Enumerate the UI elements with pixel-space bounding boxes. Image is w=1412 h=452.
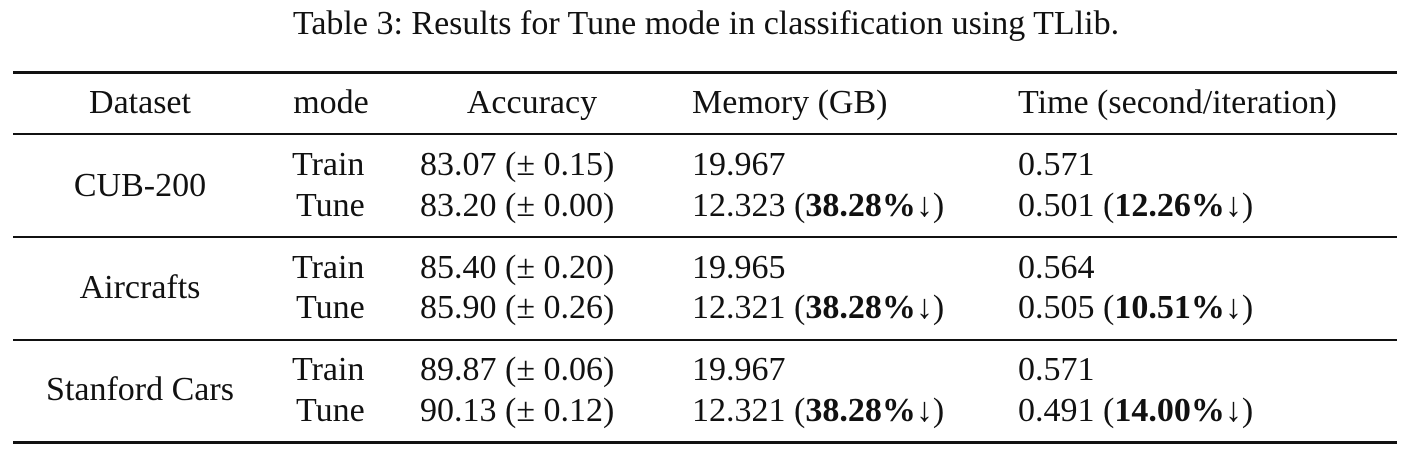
time-value: 0.501 ( [1018, 187, 1115, 224]
memory-cell: 19.967 [692, 146, 786, 183]
header-time: Time (second/iteration) [1018, 84, 1337, 121]
top-rule [13, 71, 1397, 74]
accuracy-cell: 90.13 (± 0.12) [420, 392, 615, 429]
accuracy-cell: 83.07 (± 0.15) [420, 146, 615, 183]
memory-value: 12.323 ( [692, 187, 806, 224]
dataset-cell: CUB-200 [73, 167, 207, 204]
time-reduction: 12.26% [1114, 187, 1225, 224]
mode-cell: Tune [296, 289, 365, 326]
down-arrow-suffix: ↓) [915, 289, 945, 326]
time-cell: 0.571 [1018, 146, 1095, 183]
table-caption: Table 3: Results for Tune mode in classi… [292, 5, 1120, 42]
down-arrow-suffix: ↓) [1224, 187, 1254, 224]
dataset-cell: Stanford Cars [46, 371, 234, 408]
down-arrow-suffix: ↓) [915, 187, 945, 224]
time-reduction: 10.51% [1114, 289, 1225, 326]
accuracy-cell: 85.90 (± 0.26) [420, 289, 615, 326]
mode-cell: Train [292, 249, 365, 286]
header-memory: Memory (GB) [692, 84, 888, 121]
mode-cell: Tune [296, 187, 365, 224]
memory-cell: 12.323 (38.28%↓) [692, 186, 944, 226]
header-mode: mode [293, 84, 369, 121]
time-cell: 0.505 (10.51%↓) [1018, 288, 1253, 328]
down-arrow-suffix: ↓) [915, 392, 945, 429]
time-value: 0.491 ( [1018, 392, 1115, 429]
time-cell: 0.491 (14.00%↓) [1018, 391, 1253, 431]
accuracy-cell: 85.40 (± 0.20) [420, 249, 615, 286]
mode-cell: Train [292, 351, 365, 388]
header-accuracy: Accuracy [466, 84, 598, 121]
bottom-rule [13, 441, 1397, 444]
memory-value: 12.321 ( [692, 289, 806, 326]
dataset-cell: Aircrafts [79, 269, 201, 306]
memory-reduction: 38.28% [805, 392, 916, 429]
time-cell: 0.564 [1018, 249, 1095, 286]
time-cell: 0.571 [1018, 351, 1095, 388]
memory-cell: 12.321 (38.28%↓) [692, 288, 944, 328]
accuracy-cell: 89.87 (± 0.06) [420, 351, 615, 388]
group-rule [13, 236, 1397, 238]
down-arrow-suffix: ↓) [1224, 289, 1254, 326]
accuracy-cell: 83.20 (± 0.00) [420, 187, 615, 224]
down-arrow-suffix: ↓) [1224, 392, 1254, 429]
header-dataset: Dataset [89, 84, 191, 121]
time-reduction: 14.00% [1114, 392, 1225, 429]
memory-cell: 19.965 [692, 249, 786, 286]
mode-cell: Train [292, 146, 365, 183]
memory-reduction: 38.28% [805, 187, 916, 224]
memory-value: 12.321 ( [692, 392, 806, 429]
time-cell: 0.501 (12.26%↓) [1018, 186, 1253, 226]
memory-cell: 12.321 (38.28%↓) [692, 391, 944, 431]
memory-cell: 19.967 [692, 351, 786, 388]
memory-reduction: 38.28% [805, 289, 916, 326]
header-rule [13, 133, 1397, 135]
mode-cell: Tune [296, 392, 365, 429]
group-rule [13, 339, 1397, 341]
time-value: 0.505 ( [1018, 289, 1115, 326]
